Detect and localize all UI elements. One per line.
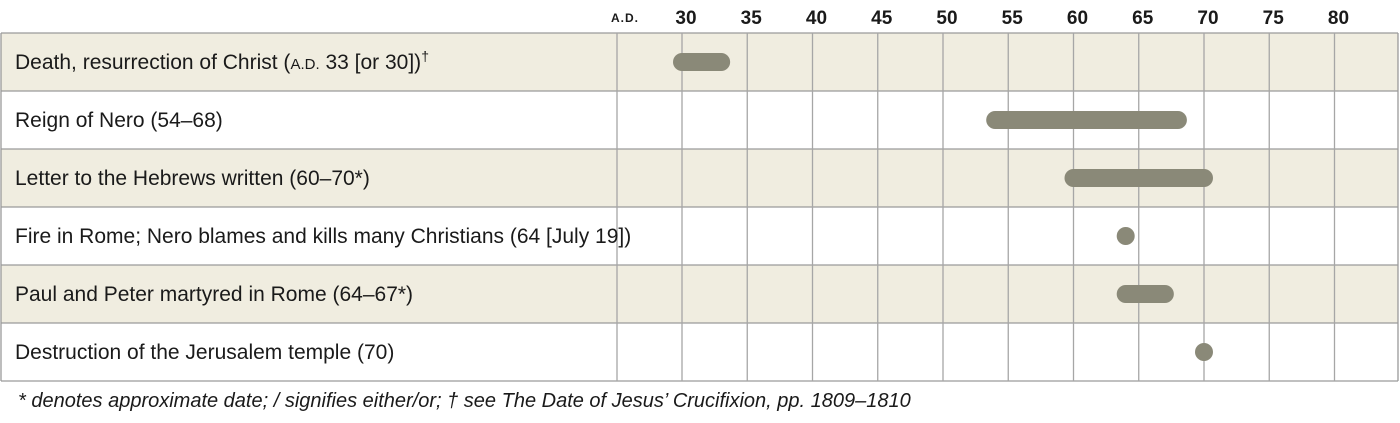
row-band [1,207,1398,265]
tick-label: 35 [741,8,763,29]
event-dot [1116,227,1135,245]
event-label: Destruction of the Jerusalem temple (70) [15,341,394,364]
event-label: Paul and Peter martyred in Rome (64–67*) [15,283,413,306]
tick-label: 80 [1328,8,1349,29]
event-label: Letter to the Hebrews written (60–70*) [15,167,370,190]
tick-label: 40 [806,8,827,29]
tick-label: 55 [1002,8,1024,29]
tick-label: 75 [1263,8,1285,29]
row-band [1,323,1398,381]
event-bar [986,111,1187,129]
tick-label: 45 [871,8,893,29]
event-bar [1064,169,1213,187]
event-label: Reign of Nero (54–68) [15,109,223,132]
tick-label: 30 [675,8,696,29]
tick-label: 50 [936,8,957,29]
event-bar [673,53,731,71]
tick-label: 65 [1132,8,1154,29]
event-dot [1195,343,1213,361]
footnote: * denotes approximate date; / signifies … [18,390,911,412]
tick-label: 60 [1067,8,1088,29]
event-bar [1116,285,1174,303]
era-label: A.D. [611,11,639,25]
event-label: Fire in Rome; Nero blames and kills many… [15,225,631,248]
event-label: Death, resurrection of Christ (A.D. 33 [… [15,48,429,74]
timeline-chart: 30 35 40 45 50 55 60 65 70 75 80 A.D. Death, resurr… [0,8,1399,382]
tick-label: 70 [1197,8,1218,29]
